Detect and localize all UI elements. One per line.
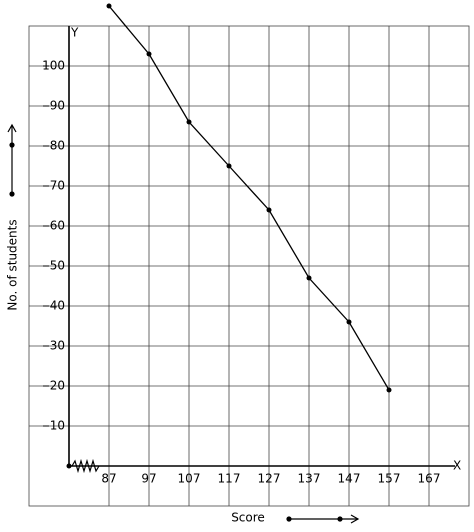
x-axis-letter: X (453, 459, 461, 473)
y-tick-label: 100 (42, 59, 65, 73)
y-tick-label: 20 (50, 379, 65, 393)
x-tick-label: 147 (338, 472, 361, 486)
y-arrow (7, 123, 17, 197)
data-point (266, 207, 272, 213)
data-line (108, 5, 390, 391)
x-tick-label: 127 (258, 472, 281, 486)
data-point (386, 387, 392, 393)
y-tick-label: 50 (50, 259, 65, 273)
data-point (146, 51, 152, 57)
data-point (226, 163, 232, 169)
x-arrow (286, 514, 360, 524)
data-point (306, 275, 312, 281)
data-point (346, 319, 352, 325)
x-tick-label: 117 (218, 472, 241, 486)
x-tick-label: 87 (101, 472, 116, 486)
x-tick-label: 97 (141, 472, 156, 486)
grid (29, 26, 469, 506)
data-point (106, 3, 112, 9)
x-axis-label: Score (231, 511, 265, 525)
x-tick-label: 167 (418, 472, 441, 486)
origin-dot (66, 463, 72, 469)
y-axis-label: No. of students (6, 219, 20, 310)
y-tick-label: 40 (50, 299, 65, 313)
y-tick-label: 30 (50, 339, 65, 353)
x-tick-label: 157 (378, 472, 401, 486)
y-tick-label: 80 (50, 139, 65, 153)
data-point (186, 119, 192, 125)
y-axis-letter: Y (70, 26, 79, 40)
y-tick-label: 60 (50, 219, 65, 233)
y-tick-label: 10 (50, 419, 65, 433)
y-tick-label: 90 (50, 99, 65, 113)
x-tick-label: 137 (298, 472, 321, 486)
axis-break (71, 458, 100, 474)
y-tick-label: 70 (50, 179, 65, 193)
x-tick-label: 107 (178, 472, 201, 486)
